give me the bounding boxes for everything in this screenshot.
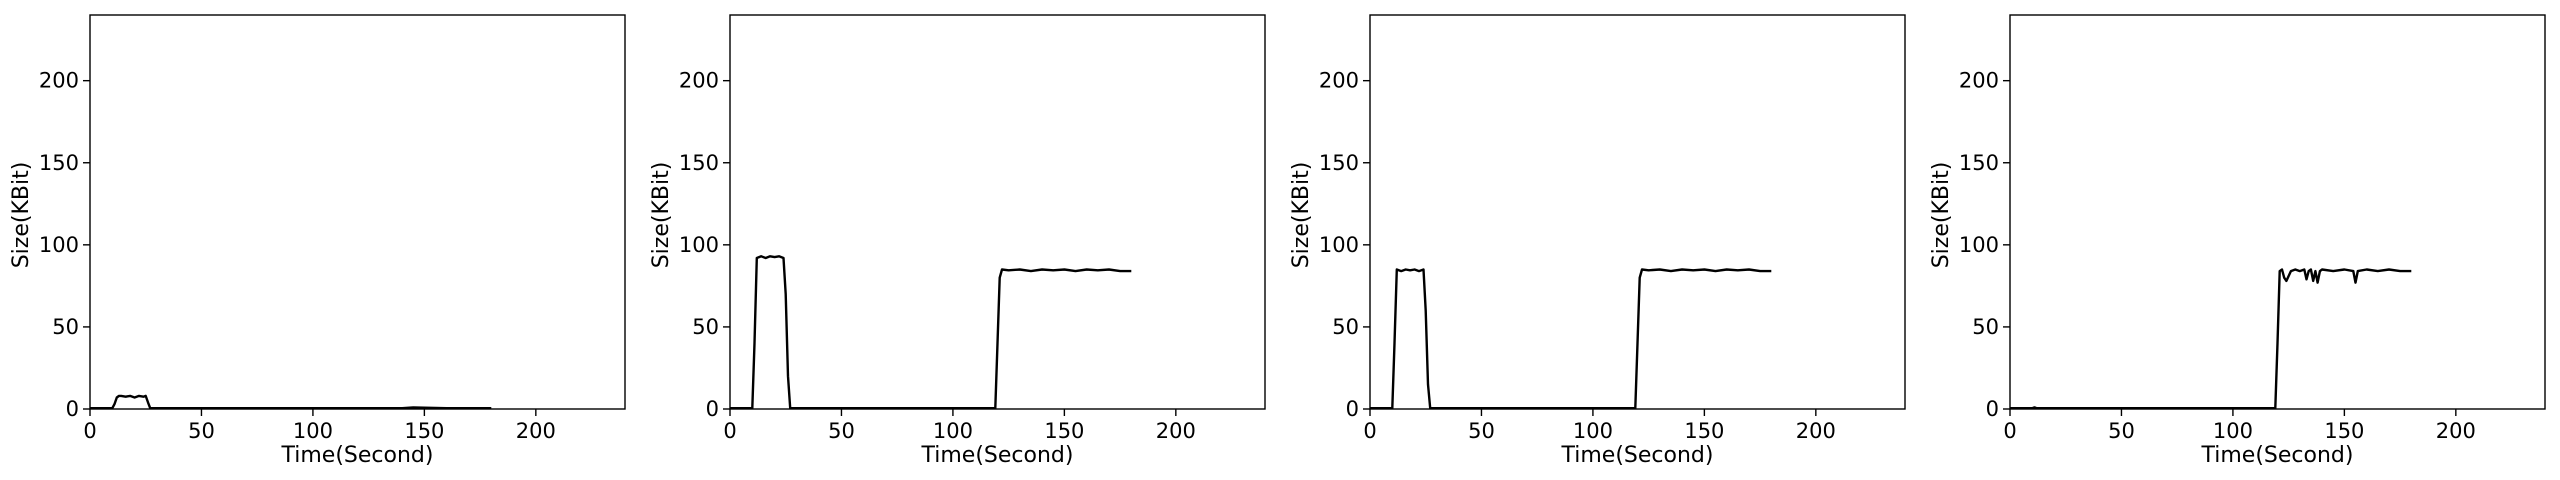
y-tick-label: 200 [1959,69,1999,93]
x-tick-label: 150 [1044,419,1084,443]
chart-panel-2: 0 50 100 150 200 0 50 100 150 200 Time(Second) Size… [649,14,1266,468]
y-tick-label: 150 [39,151,79,175]
y-tick-label: 100 [1959,233,1999,257]
y-tick-label: 200 [39,69,79,93]
plot-frame [729,14,1266,410]
x-tick-label: 0 [1363,419,1376,443]
y-axis-label: Size(KBit) [9,162,34,269]
y-tick-label: 0 [66,397,79,421]
x-axis-label: Time(Second) [281,443,434,468]
x-tick-label: 100 [933,419,973,443]
x-tick-label: 0 [2003,419,2016,443]
x-axis-label: Time(Second) [1561,443,1714,468]
plot-frame [2009,14,2546,410]
chart-panel-4: 0 50 100 150 200 0 50 100 150 200 Time(Second) Size… [1929,14,2546,468]
y-tick-label: 0 [1346,397,1359,421]
x-axis-label: Time(Second) [2201,443,2354,468]
x-axis-label: Time(Second) [921,443,1074,468]
series-line [730,255,1132,410]
chart-panel-3: 0 50 100 150 200 0 50 100 150 200 Time(Second) Size… [1289,14,1906,468]
chart-panel-1: 0 50 100 150 200 0 50 100 150 200 Time(Second) Size… [9,14,626,468]
x-tick-label: 0 [723,419,736,443]
y-tick-label: 50 [692,315,719,339]
x-tick-label: 50 [828,419,855,443]
y-tick-label: 200 [679,69,719,93]
y-tick-label: 150 [679,151,719,175]
x-tick-label: 150 [404,419,444,443]
y-tick-label: 50 [1332,315,1359,339]
y-tick-label: 50 [52,315,79,339]
series-line [90,394,492,410]
x-tick-label: 0 [83,419,96,443]
y-axis-label: Size(KBit) [1929,162,1954,269]
y-tick-label: 200 [1319,69,1359,93]
x-tick-label: 50 [1468,419,1495,443]
x-tick-label: 100 [2213,419,2253,443]
y-tick-label: 150 [1319,151,1359,175]
x-tick-label: 150 [2324,419,2364,443]
y-tick-label: 50 [1972,315,1999,339]
x-tick-label: 100 [1573,419,1613,443]
y-tick-label: 100 [39,233,79,257]
y-axis-label: Size(KBit) [649,162,674,269]
y-axis-label: Size(KBit) [1289,162,1314,269]
x-tick-label: 50 [2108,419,2135,443]
series-line [1370,268,1772,410]
y-tick-label: 100 [1319,233,1359,257]
x-tick-label: 200 [1156,419,1196,443]
x-tick-label: 200 [516,419,556,443]
y-tick-label: 150 [1959,151,1999,175]
y-tick-label: 0 [706,397,719,421]
y-tick-label: 0 [1986,397,1999,421]
plot-frame [1369,14,1906,410]
x-tick-label: 150 [1684,419,1724,443]
series-line [2010,268,2412,410]
x-tick-label: 50 [188,419,215,443]
y-tick-label: 100 [679,233,719,257]
plot-frame [89,14,626,410]
x-tick-label: 200 [1796,419,1836,443]
x-tick-label: 200 [2436,419,2476,443]
x-tick-label: 100 [293,419,333,443]
